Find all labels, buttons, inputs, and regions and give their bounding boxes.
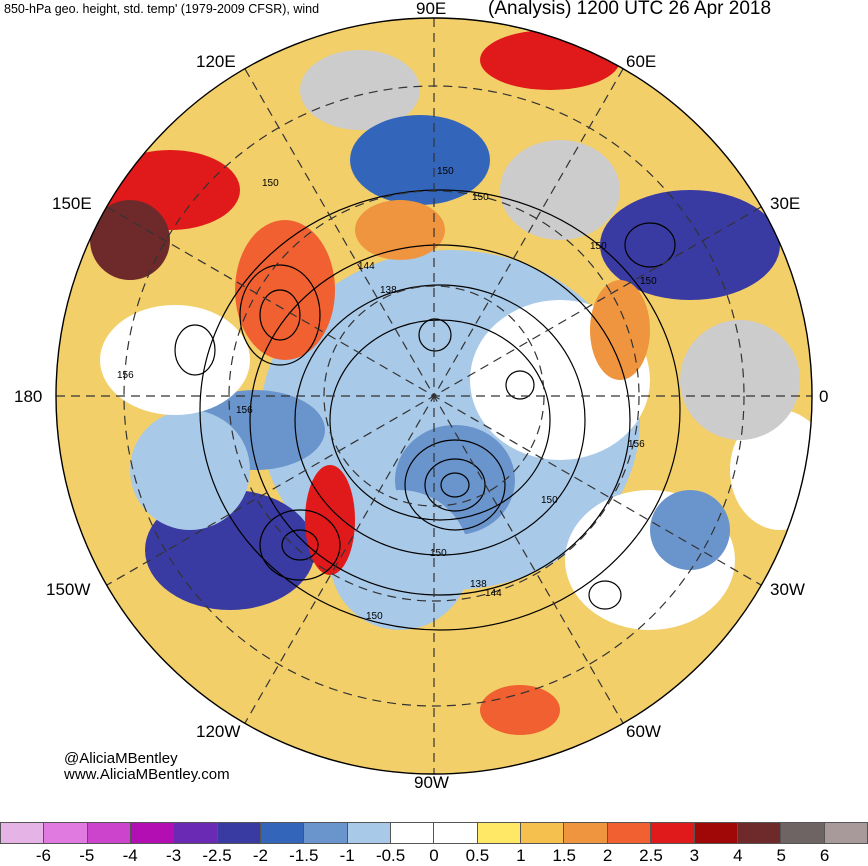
map-field bbox=[56, 18, 812, 774]
colorbar-swatch bbox=[433, 822, 477, 844]
colorbar-swatch bbox=[606, 822, 651, 844]
colorbar-swatch bbox=[476, 822, 521, 844]
contour-label: 150 bbox=[590, 241, 607, 252]
contour-label: 138 bbox=[470, 579, 487, 590]
author-handle: @AliciaMBentley bbox=[64, 750, 178, 767]
longitude-label: 30E bbox=[770, 194, 801, 213]
colorbar-label: 2.5 bbox=[639, 846, 663, 865]
colorbar-label: -3 bbox=[166, 846, 182, 865]
colorbar-label: 0 bbox=[429, 846, 439, 865]
colorbar-swatch bbox=[86, 822, 131, 844]
colorbar-swatch bbox=[780, 822, 824, 844]
colorbar-swatch bbox=[563, 822, 607, 844]
colorbar-label: 2 bbox=[602, 846, 613, 865]
colorbar-swatch bbox=[303, 822, 347, 844]
colorbar-swatch bbox=[173, 822, 217, 844]
temperature-anomaly-colorbar bbox=[0, 822, 868, 846]
contour-label: 150 bbox=[541, 495, 558, 506]
longitude-label: 150E bbox=[52, 194, 92, 213]
colorbar-label: 1 bbox=[516, 846, 526, 865]
colorbar-swatch bbox=[260, 822, 304, 844]
contour-label: 156 bbox=[628, 439, 645, 450]
colorbar-swatch bbox=[693, 822, 737, 844]
longitude-label: 180 bbox=[14, 387, 43, 406]
contour-label: 150 bbox=[437, 166, 454, 177]
colorbar-label: -1 bbox=[339, 846, 355, 865]
colorbar-swatch bbox=[216, 822, 261, 844]
colorbar-swatch bbox=[43, 822, 87, 844]
contour-label: 150 bbox=[430, 548, 447, 559]
colorbar-label: -5 bbox=[79, 846, 95, 865]
contour-label: 138 bbox=[380, 285, 397, 296]
longitude-label: 120W bbox=[196, 722, 241, 741]
polar-map: 1501501501441381501501561561561501501381… bbox=[55, 17, 813, 775]
contour-label: 156 bbox=[236, 405, 253, 416]
colorbar-label: -0.5 bbox=[375, 846, 406, 865]
longitude-label: 90E bbox=[416, 0, 447, 18]
colorbar-swatch bbox=[346, 822, 391, 844]
colorbar-label: 0.5 bbox=[465, 846, 490, 865]
contour-label: 150 bbox=[472, 192, 489, 203]
longitude-label: 60W bbox=[626, 722, 661, 741]
longitude-label: 60E bbox=[626, 52, 657, 71]
colorbar-swatch bbox=[390, 822, 434, 844]
colorbar-swatch bbox=[520, 822, 564, 844]
colorbar-label: -2.5 bbox=[202, 846, 232, 865]
colorbar-swatch bbox=[650, 822, 694, 844]
longitude-label: 90W bbox=[414, 773, 449, 792]
colorbar-label: -2 bbox=[252, 846, 268, 865]
author-website: www.AliciaMBentley.com bbox=[64, 766, 230, 783]
colorbar-label: 6 bbox=[819, 846, 830, 865]
analysis-time: (Analysis) 1200 UTC 26 Apr 2018 bbox=[488, 0, 772, 19]
colorbar-label: 5 bbox=[776, 846, 786, 865]
contour-label: 150 bbox=[262, 178, 279, 189]
colorbar-label: 4 bbox=[733, 846, 743, 865]
colorbar-swatch bbox=[736, 822, 781, 844]
contour-label: 144 bbox=[485, 588, 502, 599]
longitude-label: 0 bbox=[819, 387, 829, 406]
colorbar-swatch bbox=[130, 822, 174, 844]
contour-label: 150 bbox=[640, 276, 657, 287]
colorbar-label: 1.5 bbox=[552, 846, 577, 865]
colorbar-swatch bbox=[823, 822, 868, 844]
colorbar-label: -1.5 bbox=[289, 846, 319, 865]
contour-label: 144 bbox=[358, 261, 375, 272]
longitude-label: 120E bbox=[196, 52, 236, 71]
colorbar-label: -4 bbox=[122, 846, 138, 865]
contour-label: 156 bbox=[117, 370, 134, 381]
colorbar-label: 3 bbox=[689, 846, 700, 865]
longitude-label: 30W bbox=[770, 580, 805, 599]
map-title: 850-hPa geo. height, std. temp' (1979-20… bbox=[4, 2, 320, 16]
colorbar-label: -6 bbox=[35, 846, 51, 865]
contour-label: 150 bbox=[366, 611, 383, 622]
longitude-label: 150W bbox=[46, 580, 91, 599]
colorbar-swatch bbox=[0, 822, 44, 844]
